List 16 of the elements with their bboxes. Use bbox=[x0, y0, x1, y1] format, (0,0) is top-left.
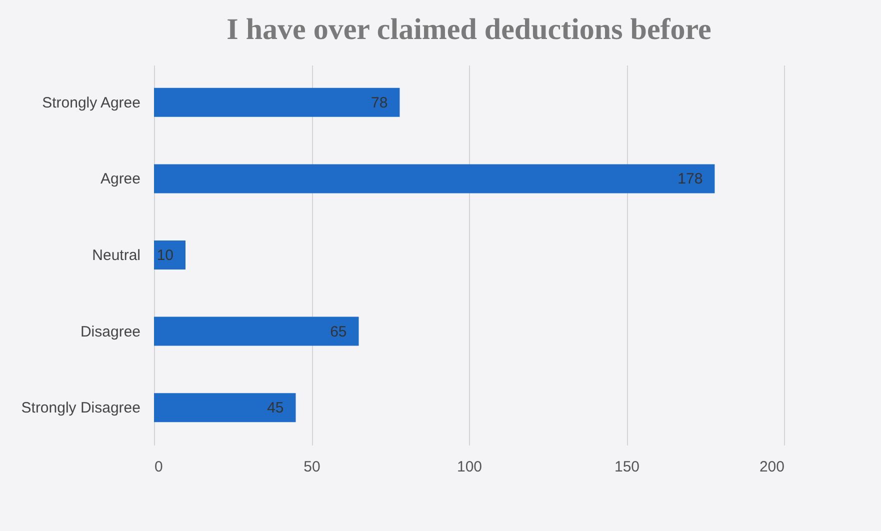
data-label: 10 bbox=[156, 247, 174, 264]
y-tick-label: Strongly Disagree bbox=[21, 400, 140, 417]
x-tick-label: 200 bbox=[759, 458, 784, 476]
x-tick-label: 150 bbox=[614, 458, 640, 476]
y-tick-label: Disagree bbox=[80, 323, 140, 340]
x-tick-label: 50 bbox=[304, 458, 320, 476]
data-label: 78 bbox=[371, 94, 388, 112]
y-tick-label: Neutral bbox=[92, 247, 140, 264]
data-label: 45 bbox=[267, 400, 284, 417]
x-tick-label: 0 bbox=[154, 458, 163, 476]
y-tick-label: Agree bbox=[100, 170, 140, 188]
y-tick-label: Strongly Agree bbox=[42, 94, 140, 112]
chart-title: I have over claimed deductions before bbox=[226, 13, 712, 46]
data-label: 178 bbox=[678, 170, 703, 188]
x-tick-label: 100 bbox=[456, 458, 482, 476]
data-label: 65 bbox=[330, 323, 347, 340]
